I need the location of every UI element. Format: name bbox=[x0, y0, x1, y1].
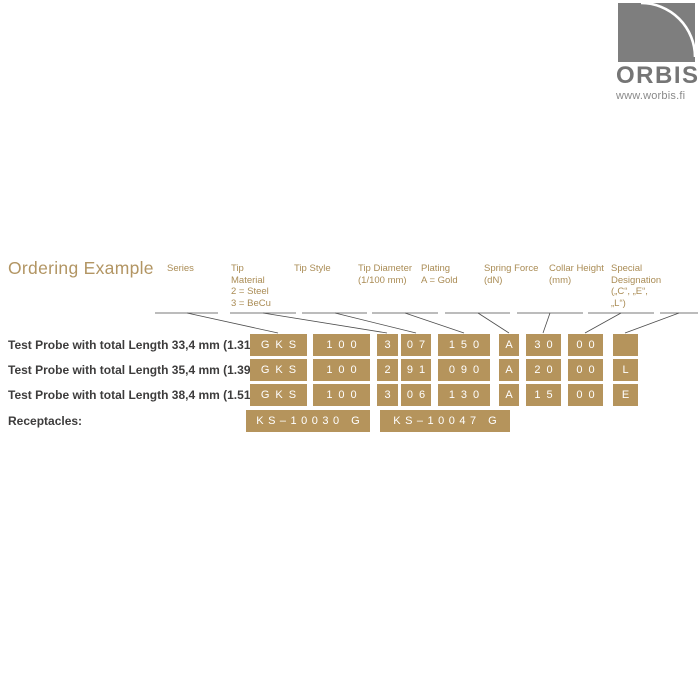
row-label-probe-38-4: Test Probe with total Length 38,4 mm (1.… bbox=[8, 388, 266, 402]
brand-url: www.worbis.fi bbox=[616, 90, 686, 102]
brand-name: ORBIS bbox=[616, 62, 700, 89]
code-cell-series-num: 100 bbox=[313, 384, 370, 406]
column-header-plating: Plating A = Gold bbox=[421, 263, 458, 286]
receptacle-code-2: KS–10047 G bbox=[380, 410, 510, 432]
column-header-spring-force: Spring Force (dN) bbox=[484, 263, 539, 286]
column-header-collar-height: Collar Height (mm) bbox=[549, 263, 604, 286]
code-cell-tip-diameter: 130 bbox=[438, 384, 490, 406]
code-cell-collar: 00 bbox=[568, 359, 603, 381]
code-cell-tip-style: 07 bbox=[401, 334, 431, 356]
code-cell-series-num: 100 bbox=[313, 359, 370, 381]
code-cell-series: GKS bbox=[250, 334, 307, 356]
page-title: Ordering Example bbox=[8, 258, 154, 278]
code-cell-collar: 00 bbox=[568, 384, 603, 406]
code-cell-plating: A bbox=[499, 334, 519, 356]
code-cell-special: L bbox=[613, 359, 638, 381]
column-header-tip-diameter: Tip Diameter (1/100 mm) bbox=[358, 263, 413, 286]
code-cell-special: E bbox=[613, 384, 638, 406]
column-header-tip-material: Tip Material 2 = Steel 3 = BeCu bbox=[231, 263, 271, 309]
code-cell-series-num: 100 bbox=[313, 334, 370, 356]
orbis-logo-icon bbox=[618, 3, 695, 62]
code-cell-tip-material: 3 bbox=[377, 334, 398, 356]
receptacle-code-1: KS–10030 G bbox=[246, 410, 370, 432]
orbis-logo: ORBIS www.worbis.fi bbox=[616, 3, 700, 102]
row-label-probe-35-4: Test Probe with total Length 35,4 mm (1.… bbox=[8, 363, 266, 377]
column-header-special-designation: Special Designation („C“, „E“, „L“) bbox=[611, 263, 662, 309]
code-cell-tip-material: 2 bbox=[377, 359, 398, 381]
code-cell-series: GKS bbox=[250, 359, 307, 381]
code-cell-tip-diameter: 090 bbox=[438, 359, 490, 381]
column-header-series: Series bbox=[167, 263, 194, 274]
code-cell-spring-force: 15 bbox=[526, 384, 561, 406]
code-cell-tip-material: 3 bbox=[377, 384, 398, 406]
code-cell-spring-force: 30 bbox=[526, 334, 561, 356]
code-cell-collar: 00 bbox=[568, 334, 603, 356]
code-cell-tip-style: 06 bbox=[401, 384, 431, 406]
row-label-receptacles: Receptacles: bbox=[8, 414, 83, 428]
code-cell-spring-force: 20 bbox=[526, 359, 561, 381]
column-header-tip-style: Tip Style bbox=[294, 263, 331, 274]
code-cell-series: GKS bbox=[250, 384, 307, 406]
code-cell-plating: A bbox=[499, 384, 519, 406]
row-label-probe-33-4: Test Probe with total Length 33,4 mm (1.… bbox=[8, 338, 266, 352]
code-cell-tip-diameter: 150 bbox=[438, 334, 490, 356]
code-cell-special bbox=[613, 334, 638, 356]
code-cell-plating: A bbox=[499, 359, 519, 381]
code-cell-tip-style: 91 bbox=[401, 359, 431, 381]
